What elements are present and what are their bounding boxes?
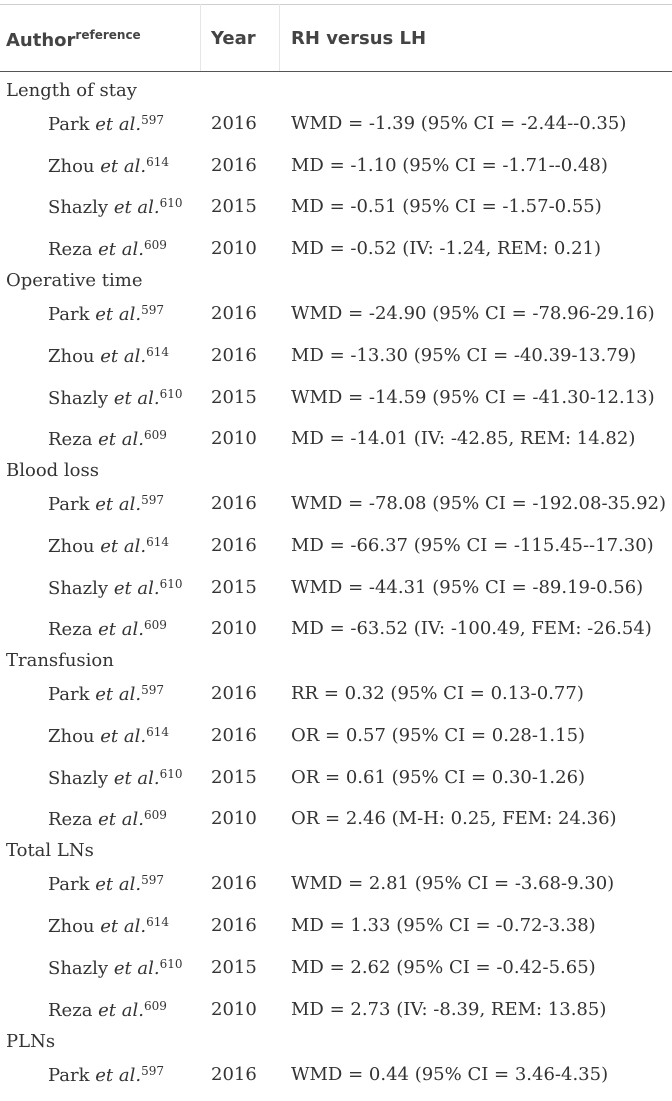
reference-number: 597	[141, 873, 165, 888]
author-cell: Zhou et al.614	[48, 154, 169, 177]
reference-number: 597	[141, 1063, 165, 1078]
reference-number: 597	[141, 303, 165, 318]
author-cell: Zhou et al.614	[48, 915, 169, 938]
result-cell: WMD = -44.31 (95% CI = -89.19-0.56)	[291, 576, 644, 598]
year-cell: 2015	[211, 766, 257, 788]
author-cell: Park et al.597	[48, 873, 165, 896]
result-cell: WMD = -14.59 (95% CI = -41.30-12.13)	[291, 386, 655, 408]
result-cell: MD = -63.52 (IV: -100.49, FEM: -26.54)	[291, 618, 652, 640]
author-cell: Shazly et al.610	[48, 196, 183, 219]
author-cell: Park et al.597	[48, 303, 165, 326]
year-cell: 2015	[211, 576, 257, 598]
reference-number: 610	[159, 766, 183, 781]
result-cell: MD = 2.73 (IV: -8.39, REM: 13.85)	[291, 998, 607, 1020]
year-cell: 2016	[211, 344, 257, 366]
header-rule	[0, 71, 672, 72]
column-separator	[200, 4, 201, 71]
year-cell: 2016	[211, 154, 257, 176]
year-cell: 2016	[211, 493, 257, 515]
result-cell: MD = -66.37 (95% CI = -115.45--17.30)	[291, 534, 654, 556]
author-cell: Park et al.597	[48, 683, 165, 706]
year-cell: 2010	[211, 808, 257, 830]
result-cell: WMD = 0.44 (95% CI = 3.46-4.35)	[291, 1063, 609, 1085]
author-cell: Park et al.597	[48, 493, 165, 516]
year-cell: 2016	[211, 683, 257, 705]
reference-number: 614	[146, 154, 169, 169]
column-separator	[279, 4, 280, 71]
author-cell: Park et al.597	[48, 1063, 165, 1086]
year-cell: 2010	[211, 238, 257, 260]
author-cell: Shazly et al.610	[48, 386, 183, 409]
result-cell: MD = 1.33 (95% CI = -0.72-3.38)	[291, 915, 596, 937]
reference-number: 597	[141, 683, 165, 698]
section-title: Blood loss	[6, 460, 99, 482]
author-cell: Reza et al.609	[48, 428, 167, 451]
result-cell: OR = 2.46 (M-H: 0.25, FEM: 24.36)	[291, 808, 617, 830]
section-title: Operative time	[6, 270, 143, 292]
result-cell: MD = 2.62 (95% CI = -0.42-5.65)	[291, 956, 596, 978]
reference-number: 597	[141, 493, 165, 508]
author-cell: Reza et al.609	[48, 808, 167, 831]
reference-number: 614	[146, 915, 169, 930]
result-cell: MD = -1.10 (95% CI = -1.71--0.48)	[291, 154, 608, 176]
header-author-superscript: reference	[75, 28, 141, 42]
header-comparison: RH versus LH	[291, 28, 427, 49]
top-rule	[0, 4, 672, 5]
author-cell: Reza et al.609	[48, 998, 167, 1021]
result-cell: OR = 0.61 (95% CI = 0.30-1.26)	[291, 766, 586, 788]
year-cell: 2016	[211, 113, 257, 134]
author-cell: Zhou et al.614	[48, 725, 169, 747]
reference-number: 610	[159, 956, 183, 971]
year-cell: 2016	[211, 303, 257, 325]
author-cell: Reza et al.609	[48, 618, 167, 641]
section-title: Total LNs	[6, 840, 94, 862]
result-cell: OR = 0.57 (95% CI = 0.28-1.15)	[291, 725, 586, 746]
year-cell: 2010	[211, 618, 257, 640]
result-cell: MD = -14.01 (IV: -42.85, REM: 14.82)	[291, 428, 636, 450]
reference-number: 614	[146, 344, 169, 359]
reference-number: 609	[143, 998, 167, 1013]
year-cell: 2015	[211, 196, 257, 218]
result-cell: MD = -13.30 (95% CI = -40.39-13.79)	[291, 344, 637, 366]
reference-number: 610	[159, 576, 183, 591]
year-cell: 2016	[211, 725, 257, 746]
reference-number: 597	[141, 113, 165, 127]
result-cell: WMD = 2.81 (95% CI = -3.68-9.30)	[291, 873, 615, 895]
result-cell: WMD = -24.90 (95% CI = -78.96-29.16)	[291, 303, 655, 325]
author-cell: Reza et al.609	[48, 238, 167, 261]
reference-number: 609	[143, 428, 167, 443]
author-cell: Shazly et al.610	[48, 576, 183, 599]
year-cell: 2016	[211, 915, 257, 937]
year-cell: 2015	[211, 956, 257, 978]
reference-number: 610	[159, 196, 183, 211]
year-cell: 2010	[211, 998, 257, 1020]
reference-number: 609	[143, 238, 167, 253]
header-author: Authorreference	[6, 28, 141, 51]
year-cell: 2016	[211, 873, 257, 895]
result-cell: WMD = -1.39 (95% CI = -2.44--0.35)	[291, 113, 627, 134]
result-cell: MD = -0.52 (IV: -1.24, REM: 0.21)	[291, 238, 601, 260]
result-cell: WMD = -78.08 (95% CI = -192.08-35.92)	[291, 493, 667, 515]
reference-number: 609	[143, 618, 167, 633]
header-year: Year	[211, 28, 256, 49]
author-cell: Shazly et al.610	[48, 956, 183, 979]
section-title: Length of stay	[6, 80, 137, 101]
author-cell: Zhou et al.614	[48, 344, 169, 367]
result-cell: RR = 0.32 (95% CI = 0.13-0.77)	[291, 683, 584, 705]
author-cell: Park et al.597	[48, 113, 165, 135]
reference-number: 610	[159, 386, 183, 401]
year-cell: 2010	[211, 428, 257, 450]
year-cell: 2015	[211, 386, 257, 408]
reference-number: 614	[146, 725, 169, 739]
author-cell: Zhou et al.614	[48, 534, 169, 557]
section-title: Transfusion	[6, 650, 114, 672]
reference-number: 609	[143, 808, 167, 823]
year-cell: 2016	[211, 1063, 257, 1085]
reference-number: 614	[146, 534, 169, 549]
author-cell: Shazly et al.610	[48, 766, 183, 789]
result-cell: MD = -0.51 (95% CI = -1.57-0.55)	[291, 196, 602, 218]
section-title: PLNs	[6, 1030, 56, 1052]
year-cell: 2016	[211, 534, 257, 556]
